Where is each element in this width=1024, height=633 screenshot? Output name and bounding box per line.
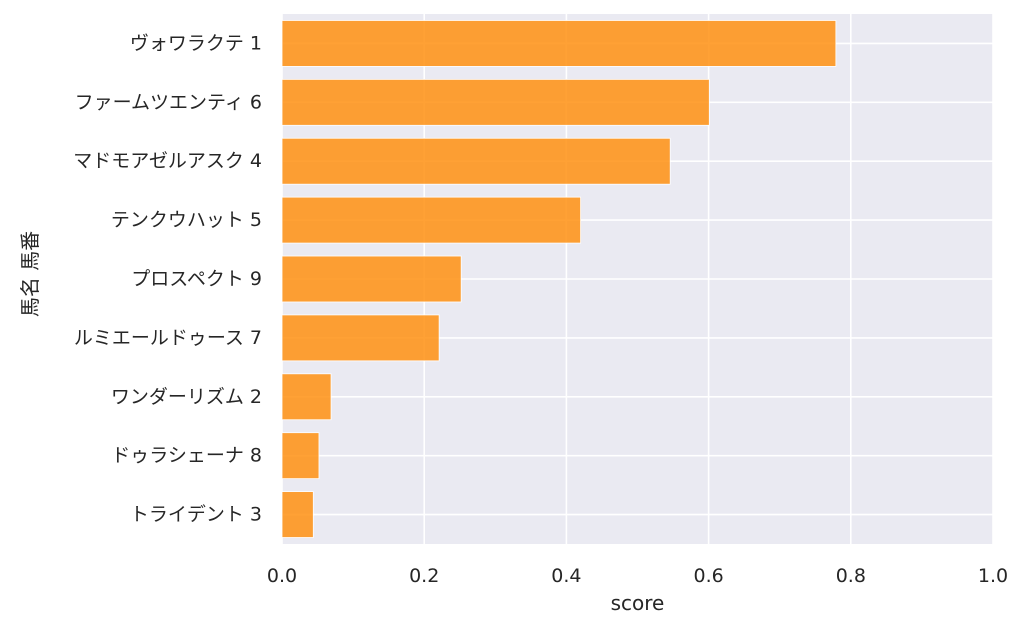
bars (281, 20, 837, 538)
x-tick-label: 0.8 (836, 565, 866, 587)
x-tick-label: 0.0 (267, 565, 297, 587)
y-tick-label: テンクウハット 5 (111, 209, 262, 231)
y-tick-label: ドゥラシェーナ 8 (111, 445, 262, 467)
y-tick-labels: ヴォワラクテ 1 ファームツエンティ 6 マドモアゼルアスク 4 テンクウハット 5 プ… (73, 32, 262, 525)
bar (281, 78, 710, 126)
bar (281, 314, 440, 362)
bar (281, 137, 671, 185)
bar (281, 20, 837, 67)
x-tick-label: 1.0 (978, 565, 1008, 587)
x-tick-labels: 0.0 0.2 0.4 0.6 0.8 1.0 (267, 565, 1008, 587)
x-axis-label: score (611, 591, 665, 615)
x-tick-label: 0.4 (551, 565, 581, 587)
bar (281, 491, 314, 538)
y-tick-label: ワンダーリズム 2 (111, 386, 262, 408)
y-tick-label: マドモアゼルアスク 4 (73, 150, 262, 172)
bar (281, 255, 462, 303)
bar (281, 432, 320, 480)
y-tick-label: ヴォワラクテ 1 (130, 32, 262, 54)
y-tick-label: ルミエールドゥース 7 (74, 327, 262, 349)
y-tick-label: トライデント 3 (130, 504, 262, 526)
y-tick-label: プロスペクト 9 (131, 268, 262, 290)
bar (281, 196, 582, 244)
bar (281, 373, 332, 421)
x-tick-label: 0.6 (693, 565, 723, 587)
y-tick-label: ファームツエンティ 6 (75, 91, 262, 113)
y-axis-label: 馬名 馬番 (18, 231, 42, 317)
x-tick-label: 0.2 (409, 565, 439, 587)
